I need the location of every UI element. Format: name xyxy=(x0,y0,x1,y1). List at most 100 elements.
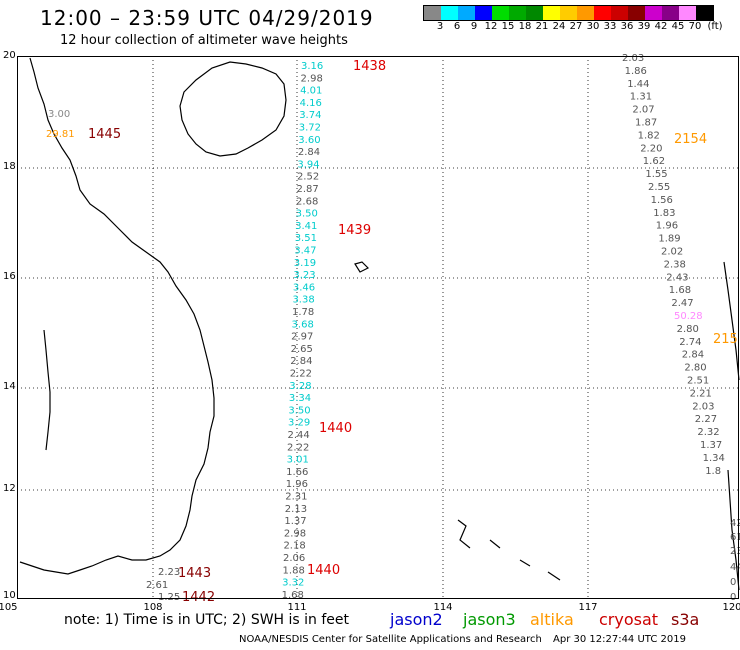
colorbar-swatch xyxy=(628,6,645,20)
swh-value: 3.41 xyxy=(295,221,317,232)
swh-value: 2.31 xyxy=(285,492,307,503)
lat-tick-label: 12 xyxy=(3,483,16,494)
colorbar-swatch xyxy=(424,6,441,20)
colorbar-swatch xyxy=(441,6,458,20)
swh-value: 2.20 xyxy=(640,143,662,154)
swh-value: 2.03 xyxy=(622,53,644,64)
swh-value: 1.96 xyxy=(286,479,308,490)
swh-value: 3.50 xyxy=(288,405,310,416)
swh-value: 3.29 xyxy=(288,418,310,429)
swh-value: 2.21 xyxy=(690,388,712,399)
swh-value: 1.37 xyxy=(284,516,306,527)
swh-value: 2.27 xyxy=(695,414,717,425)
swh-value: 1.89 xyxy=(658,234,680,245)
swh-value: 2.43 xyxy=(666,272,688,283)
pass-label: 1443 xyxy=(178,566,211,581)
colorbar-label: 18 xyxy=(518,21,532,32)
map-title: 12:00 – 23:59 UTC 04/29/2019 xyxy=(40,6,374,30)
swh-value: 0 xyxy=(730,592,736,603)
swh-value: 2.98 xyxy=(301,73,323,84)
swh-value: 3.01 xyxy=(287,455,309,466)
colorbar-swatch xyxy=(577,6,594,20)
colorbar-label: 6 xyxy=(453,21,461,32)
colorbar-label: 36 xyxy=(620,21,634,32)
swh-value: 1.87 xyxy=(635,118,657,129)
swh-value: 29.81 xyxy=(46,129,75,140)
swh-value: 1.68 xyxy=(282,590,304,601)
lon-tick-label: 117 xyxy=(578,602,598,613)
lon-tick-label: 120 xyxy=(722,602,740,613)
swh-value: 2.22 xyxy=(290,369,312,380)
colorbar-swatch xyxy=(543,6,560,20)
map-subtitle: 12 hour collection of altimeter wave hei… xyxy=(60,33,348,48)
map-frame xyxy=(17,56,739,599)
swh-value: 42 xyxy=(730,518,740,529)
coastline xyxy=(19,57,740,591)
swh-value: 2.80 xyxy=(677,324,699,335)
swh-value: 2.07 xyxy=(632,105,654,116)
swh-value: 2.51 xyxy=(687,376,709,387)
swh-value: 1.25 xyxy=(158,592,180,603)
swh-value: 3.72 xyxy=(299,123,321,134)
lon-tick-label: 108 xyxy=(143,602,163,613)
colorbar-swatch xyxy=(594,6,611,20)
swh-value: 3.60 xyxy=(298,135,320,146)
colorbar-label: 3 xyxy=(436,21,444,32)
swh-value: 2.84 xyxy=(290,356,312,367)
swh-value: 3.00 xyxy=(48,109,70,120)
lon-tick-label: 114 xyxy=(433,602,453,613)
swh-value: 3.19 xyxy=(294,258,316,269)
swh-value: 1.82 xyxy=(638,130,660,141)
colorbar-label: 42 xyxy=(654,21,668,32)
swh-value: 3.68 xyxy=(292,319,314,330)
legend-cryosat: cryosat xyxy=(599,610,659,629)
graticule xyxy=(17,56,739,599)
colorbar-swatch xyxy=(560,6,577,20)
colorbar-label: 30 xyxy=(586,21,600,32)
swh-value: 1.44 xyxy=(627,79,649,90)
colorbar-label: 39 xyxy=(637,21,651,32)
swh-value: 3.23 xyxy=(293,270,315,281)
swh-value: 1.88 xyxy=(283,565,305,576)
colorbar-label: 45 xyxy=(671,21,685,32)
lat-tick-label: 16 xyxy=(3,271,16,282)
swh-value: 1.55 xyxy=(645,169,667,180)
swh-value: 3.50 xyxy=(296,209,318,220)
swh-value: 2.65 xyxy=(291,344,313,355)
colorbar-label: 70 xyxy=(688,21,702,32)
colorbar xyxy=(423,5,714,21)
swh-value: 2.97 xyxy=(291,332,313,343)
swh-value: 2.13 xyxy=(285,504,307,515)
swh-value: 2.74 xyxy=(679,337,701,348)
colorbar-swatch xyxy=(611,6,628,20)
swh-value: 0 xyxy=(730,577,736,588)
swh-value: 1.34 xyxy=(703,453,725,464)
swh-value: 1.56 xyxy=(651,195,673,206)
swh-value: 2.80 xyxy=(684,363,706,374)
swh-value: 1.96 xyxy=(656,221,678,232)
swh-value: 4.16 xyxy=(300,98,322,109)
swh-value: 2.44 xyxy=(288,430,310,441)
pass-label: 1440 xyxy=(307,563,340,578)
lon-tick-label: 105 xyxy=(0,602,18,613)
swh-value: 2.68 xyxy=(296,196,318,207)
swh-value: 2.32 xyxy=(697,427,719,438)
pass-label: 2154 xyxy=(674,132,707,147)
colorbar-label: 15 xyxy=(501,21,515,32)
pass-label: 1440 xyxy=(319,421,352,436)
swh-value: 3.46 xyxy=(293,282,315,293)
colorbar-label: 24 xyxy=(552,21,566,32)
colorbar-label: 12 xyxy=(484,21,498,32)
lat-tick-label: 20 xyxy=(3,50,16,61)
credit-text: NOAA/NESDIS Center for Satellite Applica… xyxy=(239,634,542,645)
swh-value: 2.02 xyxy=(661,247,683,258)
legend-jason3: jason3 xyxy=(463,610,516,629)
colorbar-swatch xyxy=(475,6,492,20)
swh-value: 2.52 xyxy=(297,172,319,183)
note-text: note: 1) Time is in UTC; 2) SWH is in fe… xyxy=(64,612,350,628)
colorbar-label: 33 xyxy=(603,21,617,32)
swh-value: 2.84 xyxy=(298,147,320,158)
swh-value: 50.28 xyxy=(674,311,703,322)
